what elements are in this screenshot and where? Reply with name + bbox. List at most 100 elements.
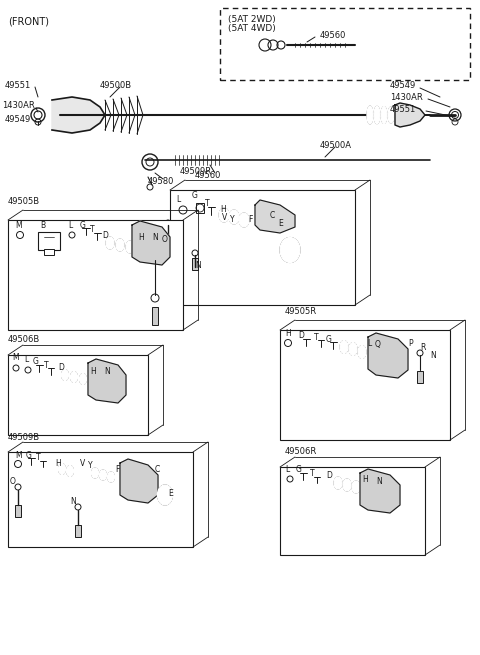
Ellipse shape [395, 107, 401, 122]
Text: 49500B: 49500B [100, 81, 132, 90]
Text: N: N [152, 233, 158, 242]
Text: H: H [220, 206, 226, 214]
FancyBboxPatch shape [8, 452, 193, 547]
Ellipse shape [239, 213, 249, 227]
Text: G: G [192, 191, 198, 200]
Text: T: T [90, 225, 95, 234]
Bar [165, 230, 171, 242]
Text: 49580: 49580 [148, 178, 174, 187]
Text: C: C [270, 210, 275, 219]
FancyBboxPatch shape [8, 355, 148, 435]
Text: M: M [15, 221, 22, 229]
FancyBboxPatch shape [170, 190, 355, 305]
Ellipse shape [92, 468, 98, 478]
Text: 49549: 49549 [5, 115, 31, 124]
Text: T: T [310, 468, 314, 477]
Ellipse shape [381, 107, 387, 123]
Text: D: D [326, 470, 332, 479]
Text: D: D [298, 331, 304, 339]
Text: O: O [10, 477, 16, 487]
Text: M: M [15, 451, 22, 460]
Text: G: G [326, 335, 332, 343]
Bar [196, 203, 204, 213]
Polygon shape [255, 200, 295, 233]
Text: N: N [195, 261, 201, 269]
Text: O: O [162, 236, 168, 244]
Text: H: H [285, 329, 291, 337]
Ellipse shape [367, 106, 373, 124]
Text: 49500A: 49500A [320, 141, 352, 149]
Text: V: V [222, 212, 227, 221]
Ellipse shape [80, 373, 86, 384]
Text: D: D [58, 364, 64, 373]
Text: T: T [314, 333, 319, 341]
Text: 49549: 49549 [390, 81, 416, 90]
Ellipse shape [340, 341, 348, 354]
Bar [152, 307, 158, 325]
Bar [192, 258, 198, 270]
Polygon shape [360, 469, 400, 513]
Text: F: F [248, 215, 252, 225]
Text: 49509B: 49509B [8, 432, 40, 441]
Text: T: T [205, 198, 210, 208]
Text: E: E [168, 489, 173, 498]
Text: T: T [44, 360, 48, 369]
FancyBboxPatch shape [8, 220, 183, 330]
Text: D: D [102, 231, 108, 240]
Ellipse shape [334, 477, 342, 489]
Text: L: L [24, 356, 28, 364]
Ellipse shape [374, 106, 380, 124]
Text: B: B [40, 221, 45, 229]
Text: L: L [285, 464, 289, 474]
Text: H: H [138, 233, 144, 242]
Text: G: G [33, 358, 39, 367]
Bar [75, 525, 81, 537]
Ellipse shape [59, 464, 65, 474]
Ellipse shape [219, 208, 229, 222]
Polygon shape [368, 333, 408, 378]
Text: 49506R: 49506R [285, 447, 317, 457]
Text: 49551: 49551 [390, 105, 416, 113]
Text: 49505R: 49505R [285, 307, 317, 316]
Ellipse shape [108, 472, 115, 482]
Ellipse shape [126, 241, 134, 253]
Text: 1430AR: 1430AR [390, 92, 423, 102]
Text: T: T [36, 453, 41, 462]
Text: H: H [362, 474, 368, 483]
Polygon shape [52, 97, 105, 133]
Text: P: P [408, 339, 413, 348]
Ellipse shape [61, 369, 69, 381]
Text: 49560: 49560 [195, 170, 221, 179]
Ellipse shape [358, 345, 366, 358]
Text: V: V [80, 458, 85, 468]
Ellipse shape [67, 466, 73, 476]
Ellipse shape [349, 343, 357, 356]
Text: F: F [115, 466, 120, 474]
Text: 49505B: 49505B [8, 198, 40, 206]
Ellipse shape [229, 210, 239, 224]
Ellipse shape [343, 479, 351, 491]
Ellipse shape [157, 485, 172, 505]
Text: C: C [155, 466, 160, 474]
Ellipse shape [99, 470, 107, 480]
Ellipse shape [71, 371, 77, 383]
FancyBboxPatch shape [280, 467, 425, 555]
Text: R: R [420, 343, 425, 352]
Text: 49509R: 49509R [180, 168, 212, 176]
Text: E: E [278, 219, 283, 227]
Text: H: H [55, 458, 61, 468]
Ellipse shape [106, 237, 114, 249]
Bar [15, 505, 21, 517]
Polygon shape [88, 359, 126, 403]
Text: L: L [176, 195, 180, 204]
Text: N: N [430, 350, 436, 360]
Text: Y: Y [88, 460, 93, 470]
Text: 49551: 49551 [5, 81, 31, 90]
Ellipse shape [116, 239, 124, 251]
Text: 1430AR: 1430AR [2, 100, 35, 109]
Text: N: N [104, 367, 110, 377]
Ellipse shape [280, 238, 300, 263]
Text: Q: Q [375, 341, 381, 350]
Text: (FRONT): (FRONT) [8, 17, 49, 27]
Text: 49560: 49560 [320, 31, 347, 39]
